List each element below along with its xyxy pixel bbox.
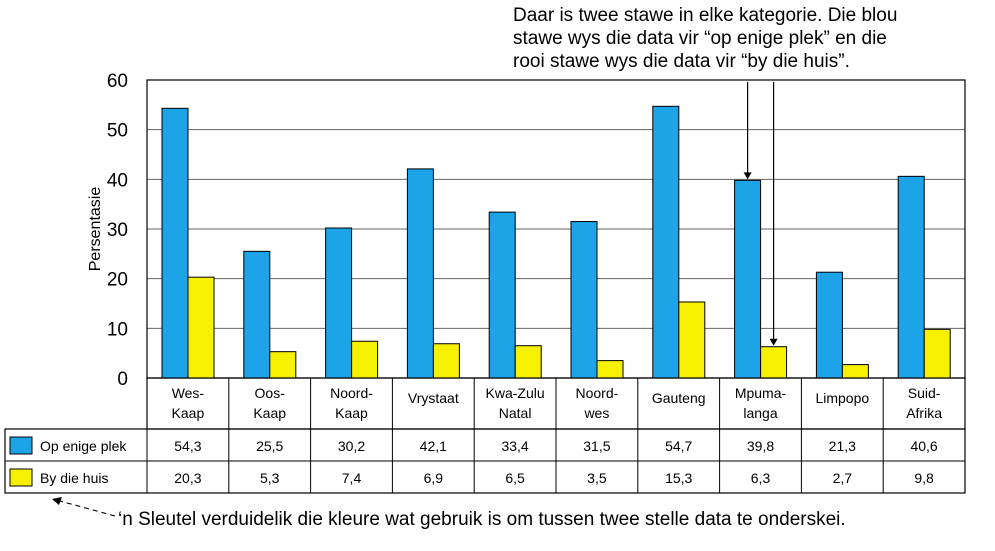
bar-by-die-huis: [678, 301, 706, 379]
bar-op-enige-plek: [897, 175, 925, 379]
data-label: 42,1: [420, 438, 447, 454]
legend-swatch-op-enige-plek: [9, 436, 33, 455]
data-label: 40,6: [910, 438, 937, 454]
annotation-arrowhead: [769, 338, 778, 346]
bar-by-die-huis: [351, 340, 379, 379]
legend-label: By die huis: [40, 470, 108, 486]
y-tick-label: 0: [117, 369, 128, 390]
legend-swatch-by-die-huis: [9, 468, 33, 487]
category-label: Noord-: [576, 385, 619, 401]
bar-op-enige-plek: [570, 221, 598, 379]
category-label: Vrystaat: [408, 390, 459, 406]
y-tick-label: 50: [107, 121, 128, 142]
bar-by-die-huis: [841, 364, 869, 379]
data-label: 6,9: [424, 470, 444, 486]
data-label: 39,8: [747, 438, 774, 454]
data-label: 5,3: [260, 470, 280, 486]
data-label: 7,4: [342, 470, 362, 486]
key-arrowhead: [52, 497, 62, 505]
annotation-top-line: rooi stawe wys die data vir “by die huis…: [513, 51, 850, 72]
category-label: Limpopo: [815, 390, 869, 406]
bar-op-enige-plek: [243, 250, 271, 379]
category-label: Gauteng: [652, 390, 706, 406]
bar-op-enige-plek: [161, 107, 189, 379]
annotation-top-line: Daar is twee stawe in elke kategorie. Di…: [513, 5, 897, 26]
bar-op-enige-plek: [488, 211, 516, 379]
category-label: Kaap: [335, 405, 368, 421]
category-label: wes: [583, 405, 609, 421]
data-label: 30,2: [338, 438, 365, 454]
y-tick-label: 10: [107, 319, 128, 340]
bar-op-enige-plek: [734, 179, 762, 379]
data-label: 33,4: [501, 438, 528, 454]
category-label: Wes-: [172, 385, 205, 401]
bar-by-die-huis: [432, 343, 460, 379]
data-label: 6,5: [505, 470, 525, 486]
legend-label: Op enige plek: [40, 438, 127, 454]
bar-op-enige-plek: [815, 271, 843, 379]
data-label: 54,7: [665, 438, 692, 454]
annotation-top-line: stawe wys die data vir “op enige plek” e…: [513, 28, 887, 49]
category-label: Noord-: [330, 385, 373, 401]
data-label: 3,5: [587, 470, 607, 486]
data-label: 25,5: [256, 438, 283, 454]
bar-by-die-huis: [269, 351, 297, 379]
bar-by-die-huis: [596, 360, 624, 379]
y-axis-label: Persentasie: [87, 187, 104, 272]
y-tick-label: 30: [107, 220, 128, 241]
category-label: Oos-: [255, 385, 286, 401]
data-label: 20,3: [174, 470, 201, 486]
category-label: Kaap: [253, 405, 286, 421]
y-tick-label: 40: [107, 170, 128, 191]
data-label: 31,5: [583, 438, 610, 454]
bar-by-die-huis: [187, 276, 215, 379]
key-arrow-line: [59, 500, 116, 517]
data-label: 9,8: [914, 470, 934, 486]
y-tick-label: 20: [107, 270, 128, 291]
data-label: 2,7: [833, 470, 853, 486]
bar-by-die-huis: [514, 345, 542, 379]
data-label: 15,3: [665, 470, 692, 486]
category-label: Kwa-Zulu: [486, 385, 545, 401]
data-label: 21,3: [829, 438, 856, 454]
y-tick-label: 60: [107, 71, 128, 92]
bar-by-die-huis: [760, 346, 788, 379]
category-label: Suid-: [908, 385, 941, 401]
annotation-bottom: ‘n Sleutel verduidelik die kleure wat ge…: [118, 509, 846, 530]
category-label: Natal: [499, 405, 532, 421]
bar-by-die-huis: [923, 328, 951, 379]
data-label: 54,3: [174, 438, 201, 454]
category-label: Mpuma-: [735, 385, 787, 401]
bar-op-enige-plek: [406, 168, 434, 379]
annotation-arrowhead: [743, 172, 752, 180]
category-label: Afrika: [906, 405, 942, 421]
bar-op-enige-plek: [652, 105, 680, 379]
data-label: 6,3: [751, 470, 771, 486]
category-label: langa: [743, 405, 777, 421]
bar-op-enige-plek: [325, 227, 353, 379]
category-label: Kaap: [172, 405, 205, 421]
